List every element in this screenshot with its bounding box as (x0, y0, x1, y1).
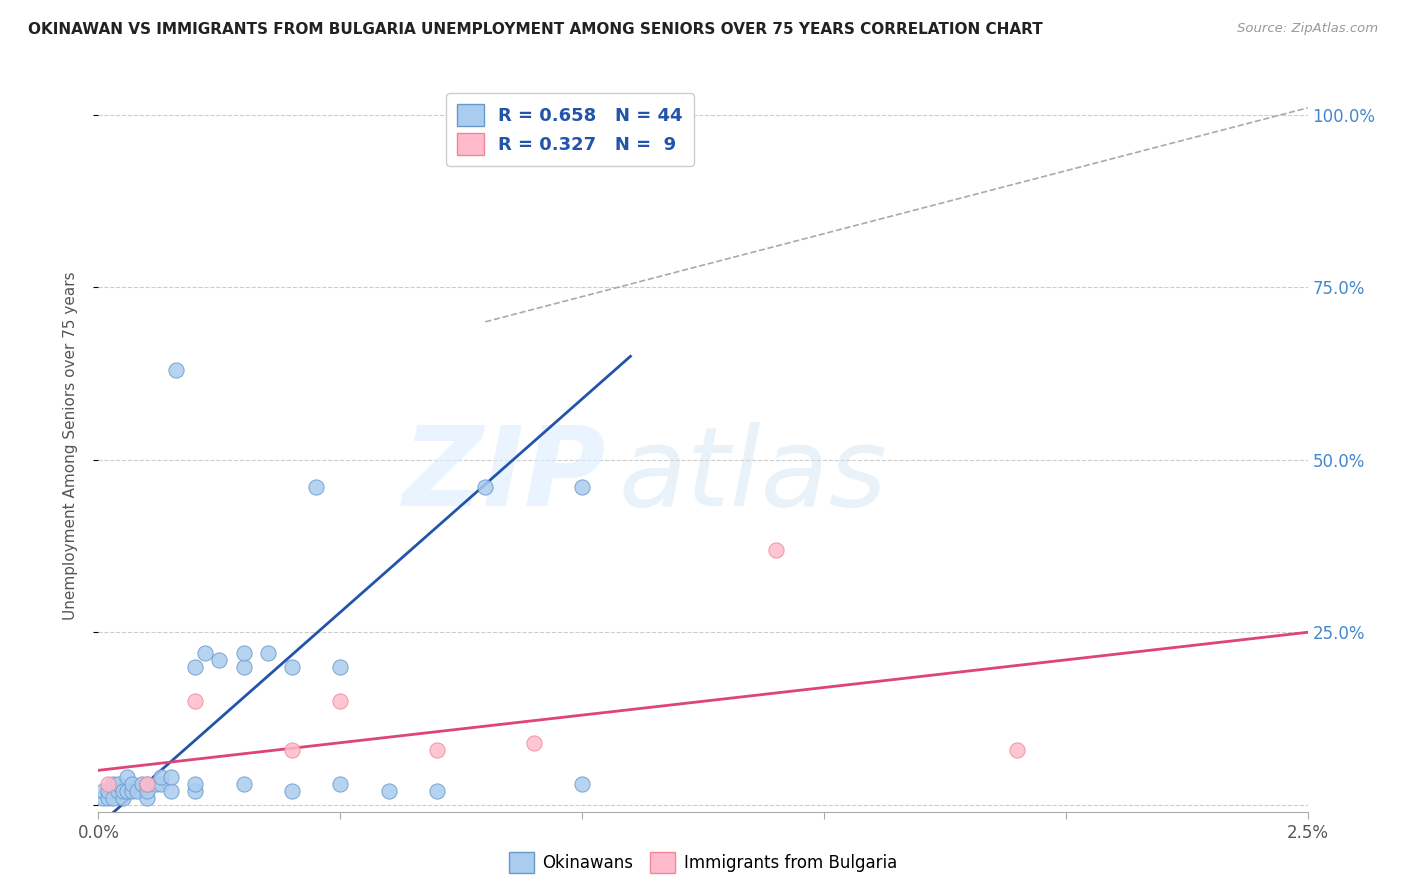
Point (127, 784, 149, 798)
Point (111, 791, 134, 805)
Text: atlas: atlas (619, 422, 887, 529)
Point (117, 770, 139, 784)
Point (145, 777, 167, 791)
Point (208, 653, 231, 667)
Point (101, 791, 124, 805)
Point (111, 784, 134, 798)
Point (135, 791, 157, 805)
Point (1007, 742, 1029, 756)
Legend: R = 0.658   N = 44, R = 0.327   N =  9: R = 0.658 N = 44, R = 0.327 N = 9 (446, 93, 693, 166)
Legend: Okinawans, Immigrants from Bulgaria: Okinawans, Immigrants from Bulgaria (502, 846, 904, 880)
Point (121, 777, 143, 791)
Point (281, 660, 304, 674)
Point (281, 784, 304, 798)
Point (97, 777, 120, 791)
Point (184, 660, 207, 674)
Point (305, 480, 328, 494)
Point (281, 742, 304, 756)
Point (184, 694, 207, 708)
Point (107, 784, 129, 798)
Point (107, 777, 129, 791)
Point (329, 777, 352, 791)
Point (232, 646, 254, 660)
Point (160, 784, 183, 798)
Point (184, 784, 207, 798)
Point (101, 777, 124, 791)
Point (160, 770, 183, 784)
Point (91, 791, 114, 805)
Point (131, 777, 153, 791)
Point (135, 784, 157, 798)
Point (135, 777, 157, 791)
Text: Source: ZipAtlas.com: Source: ZipAtlas.com (1237, 22, 1378, 36)
Point (91, 784, 114, 798)
Point (426, 742, 449, 756)
Point (523, 736, 546, 750)
Point (571, 777, 593, 791)
Point (377, 784, 399, 798)
Point (474, 480, 496, 494)
Point (97, 784, 120, 798)
Point (121, 784, 143, 798)
Point (329, 660, 352, 674)
Point (232, 777, 254, 791)
Point (256, 646, 278, 660)
Point (150, 777, 173, 791)
Point (184, 777, 207, 791)
Point (117, 784, 139, 798)
Point (150, 770, 173, 784)
Point (97, 791, 120, 805)
Y-axis label: Unemployment Among Seniors over 75 years: Unemployment Among Seniors over 75 years (63, 272, 77, 620)
Point (426, 784, 449, 798)
Text: ZIP: ZIP (402, 422, 606, 529)
Point (232, 660, 254, 674)
Point (165, 363, 187, 377)
Point (765, 542, 787, 557)
Text: OKINAWAN VS IMMIGRANTS FROM BULGARIA UNEMPLOYMENT AMONG SENIORS OVER 75 YEARS CO: OKINAWAN VS IMMIGRANTS FROM BULGARIA UNE… (28, 22, 1043, 37)
Point (571, 480, 593, 494)
Point (194, 646, 217, 660)
Point (135, 777, 157, 791)
Point (329, 694, 352, 708)
